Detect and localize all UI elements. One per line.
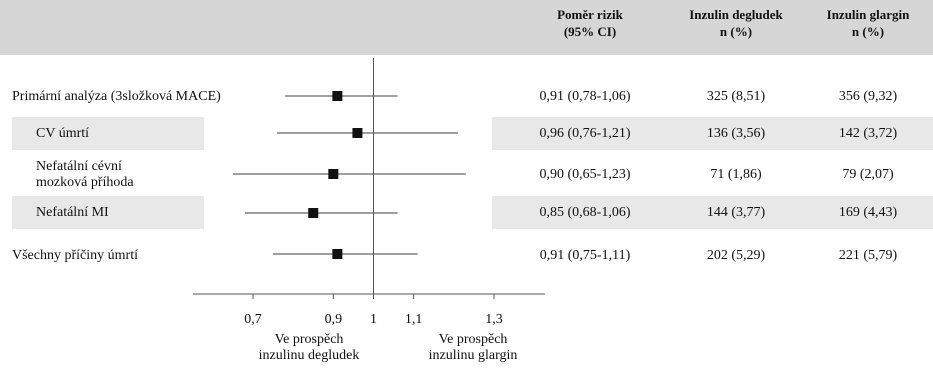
header-glargin: Inzulin glargin n (%) — [826, 7, 910, 39]
hazard-ratio-marker — [308, 208, 319, 218]
glargin-value: 142 (3,72) — [838, 126, 898, 141]
glargin-value: 356 (9,32) — [838, 89, 898, 104]
degludec-value: 325 (8,51) — [706, 89, 766, 104]
row-band-label — [12, 117, 204, 150]
x-tick-label: 1,3 — [485, 312, 503, 327]
favours-degludec-label: Ve prospěch inzulinu degludek — [258, 332, 360, 363]
hr-value: 0,90 (0,65-1,23) — [539, 167, 631, 182]
row-label: Primární analýza (3složková MACE) — [12, 89, 221, 104]
table-header — [0, 0, 933, 55]
degludec-value: 71 (1,86) — [710, 167, 762, 182]
x-tick-label: 1 — [370, 312, 377, 327]
degludec-value: 136 (3,56) — [706, 126, 766, 141]
row-label: Nefatální cévní mozková příhoda — [36, 159, 134, 190]
hr-value: 0,96 (0,76-1,21) — [539, 126, 631, 141]
row-label: Všechny příčiny úmrtí — [12, 248, 138, 263]
degludec-value: 202 (5,29) — [706, 248, 766, 263]
glargin-value: 79 (2,07) — [842, 167, 894, 182]
header-hazard-ratio: Poměr rizik (95% CI) — [557, 7, 623, 39]
x-tick-label: 1,1 — [405, 312, 423, 327]
hazard-ratio-marker — [328, 169, 339, 179]
favours-glargin-label: Ve prospěch inzulinu glargin — [428, 332, 518, 363]
degludec-value: 144 (3,77) — [706, 205, 766, 220]
row-label: Nefatální MI — [36, 205, 109, 220]
hr-value: 0,91 (0,75-1,11) — [539, 248, 631, 263]
header-degludec: Inzulin degludek n (%) — [689, 7, 783, 39]
x-tick-label: 0,7 — [244, 312, 262, 327]
row-band-values — [492, 196, 933, 229]
hr-value: 0,91 (0,78-1,06) — [539, 89, 631, 104]
hr-value: 0,85 (0,68-1,06) — [539, 205, 631, 220]
row-band-label — [12, 196, 204, 229]
hazard-ratio-marker — [332, 249, 343, 259]
row-band-values — [492, 117, 933, 150]
hazard-ratio-marker — [332, 91, 343, 101]
row-label: CV úmrtí — [36, 126, 90, 141]
glargin-value: 221 (5,79) — [838, 248, 898, 263]
glargin-value: 169 (4,43) — [838, 205, 898, 220]
hazard-ratio-marker — [352, 128, 363, 138]
x-tick-label: 0,9 — [325, 312, 343, 327]
